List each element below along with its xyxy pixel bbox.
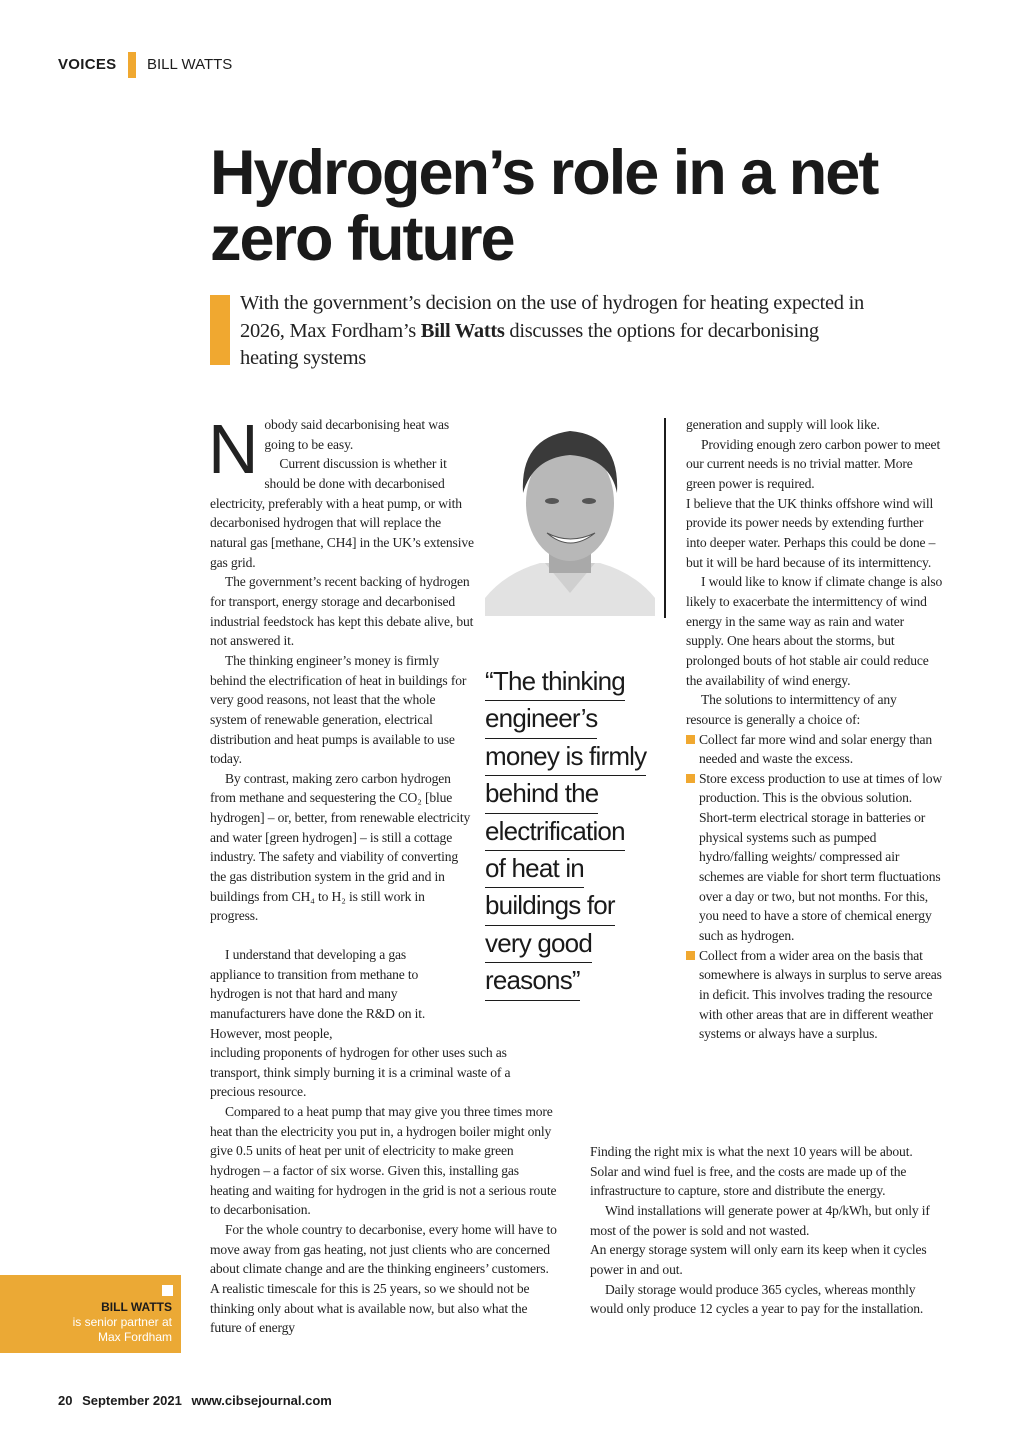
pull-quote-line: behind the <box>485 776 599 814</box>
body-column-1b: I understand that developing a gas appli… <box>210 945 446 1043</box>
paragraph: generation and supply will look like. <box>686 417 880 432</box>
section-divider <box>128 52 136 78</box>
paragraph: I would like to know if climate change i… <box>686 574 943 688</box>
paragraph: The solutions to intermittency of any re… <box>686 692 897 727</box>
column-rule <box>664 418 666 618</box>
pull-quote-line: engineer’s <box>485 701 598 739</box>
pull-quote-line: of heat in <box>485 851 585 889</box>
list-item: Collect far more wind and solar energy t… <box>686 730 944 769</box>
article-title: Hydrogen’s role in a net zero future <box>210 138 879 274</box>
pull-quote-line: money is firmly <box>485 739 647 777</box>
standfirst-text-end: discusses the options for decarbonising … <box>240 319 819 370</box>
section-label: VOICES <box>58 56 117 73</box>
paragraph: Wind installations will generate power a… <box>590 1202 930 1238</box>
paragraph: The government’s recent backing of hydro… <box>210 574 474 649</box>
pull-quote-line: buildings for <box>485 888 616 926</box>
page-footer: 20 September 2021 www.cibsejournal.com <box>58 1393 338 1408</box>
list-item: Store excess production to use at times … <box>686 769 944 946</box>
paragraph: The thinking engineer’s money is firmly … <box>210 652 467 767</box>
paragraph: For the whole country to decarbonise, ev… <box>210 1221 557 1336</box>
bio-square-icon <box>162 1285 173 1296</box>
bio-company: Max Fordham <box>97 1330 172 1344</box>
paragraph: I understand that developing a gas appli… <box>210 947 426 1041</box>
standfirst-text: With the government’s decision on the us… <box>240 292 864 342</box>
bullet-square-icon <box>686 950 695 960</box>
pull-quote-line: reasons” <box>485 963 581 1001</box>
paragraph: including proponents of hydrogen for oth… <box>210 1045 511 1100</box>
bio-name: BILL WATTS <box>101 1300 172 1314</box>
pull-quote-line: very good <box>485 926 593 964</box>
standfirst-author: Bill Watts <box>420 319 505 342</box>
paragraph: Compared to a heat pump that may give yo… <box>210 1103 557 1218</box>
author-bio-box: BILL WATTS is senior partner at Max Ford… <box>0 1275 181 1353</box>
pull-quote-line: electrification <box>485 814 626 852</box>
header-author: BILL WATTS <box>147 56 233 73</box>
page-number: 20 <box>58 1393 73 1408</box>
bullet-list: Collect far more wind and solar energy t… <box>686 730 944 1045</box>
issue-date: September 2021 <box>82 1393 182 1408</box>
paragraph: Finding the right mix is what the next 1… <box>590 1144 913 1199</box>
list-item-text: Collect far more wind and solar energy t… <box>699 731 933 767</box>
paragraph: An energy storage system will only earn … <box>590 1242 927 1277</box>
paragraph: I believe that the UK thinks offshore wi… <box>686 495 936 570</box>
paragraph: Daily storage would produce 365 cycles, … <box>590 1281 924 1317</box>
paragraph: Current discussion is whether it should … <box>210 456 474 570</box>
list-item: Collect from a wider area on the basis t… <box>686 946 944 1044</box>
list-item-text: Store excess production to use at times … <box>699 770 943 944</box>
website-link[interactable]: www.cibsejournal.com <box>191 1393 332 1408</box>
body-column-1a: N obody said decarbonising heat was goin… <box>208 410 474 926</box>
body-column-1c: including proponents of hydrogen for oth… <box>210 1043 558 1338</box>
pull-quote-line: “The thinking <box>485 664 626 702</box>
body-column-2: generation and supply will look like. Pr… <box>686 415 944 1044</box>
paragraph: By contrast, making zero carbon hydrogen… <box>210 770 471 924</box>
body-column-3: Finding the right mix is what the next 1… <box>590 1142 938 1319</box>
standfirst: With the government’s decision on the us… <box>240 290 880 373</box>
drop-cap: N <box>208 410 259 488</box>
bullet-square-icon <box>686 734 695 744</box>
paragraph: obody said decarbonising heat was going … <box>264 417 449 452</box>
standfirst-accent-bar <box>210 295 230 365</box>
pull-quote: “The thinking engineer’s money is firmly… <box>485 664 665 1001</box>
author-photo <box>485 413 655 616</box>
list-item-text: Collect from a wider area on the basis t… <box>699 947 942 1042</box>
bio-role: is senior partner at <box>72 1315 172 1329</box>
paragraph: Providing enough zero carbon power to me… <box>686 436 941 491</box>
bullet-square-icon <box>686 773 695 783</box>
